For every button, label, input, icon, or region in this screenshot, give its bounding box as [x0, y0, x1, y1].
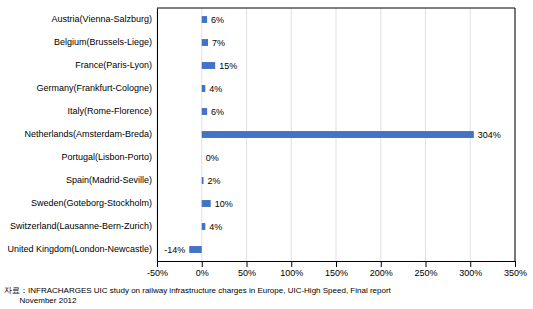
- frame-right: [515, 8, 516, 261]
- bar: [202, 39, 208, 46]
- bar: [189, 246, 202, 253]
- data-labels: -14% 4% 10% 2% 0% 304% 6% 4% 15% 7% 6%: [164, 15, 501, 255]
- grid: [157, 8, 515, 261]
- x-tick-mark: [515, 261, 516, 267]
- y-tick: Switzerland(Lausanne-Bern-Zurich): [10, 221, 157, 231]
- x-tick: 300%: [459, 261, 482, 278]
- data-label: 2%: [208, 176, 221, 186]
- x-tick-mark: [470, 261, 471, 267]
- y-tick-label: Spain(Madrid-Seville): [66, 175, 152, 185]
- x-tick: 150%: [325, 261, 348, 278]
- y-tick: Austria(Vienna-Salzburg): [52, 14, 157, 24]
- y-tick: Sweden(Goteborg-Stockholm): [31, 198, 157, 208]
- y-tick-label: Belgium(Brussels-Liege): [54, 37, 152, 47]
- x-axis-line: [158, 262, 516, 268]
- x-tick: 250%: [414, 261, 437, 278]
- x-tick-label: 200%: [370, 268, 393, 278]
- x-tick-label: 100%: [280, 268, 303, 278]
- y-tick-label: Italy(Rome-Florence): [67, 106, 152, 116]
- x-tick-mark: [247, 261, 248, 267]
- data-label: 6%: [211, 107, 224, 117]
- data-label: -14%: [164, 245, 185, 255]
- bars: [189, 16, 474, 253]
- x-tick-mark: [336, 261, 337, 267]
- x-tick: -50%: [147, 261, 168, 278]
- x-tick-label: 350%: [504, 268, 527, 278]
- y-tick-label: France(Paris-Lyon): [75, 60, 152, 70]
- y-tick-label: United Kingdom(London-Newcastle): [7, 244, 152, 254]
- bar: [202, 16, 207, 23]
- x-tick: 200%: [370, 261, 393, 278]
- y-tick-label: Switzerland(Lausanne-Bern-Zurich): [10, 221, 152, 231]
- y-tick: Italy(Rome-Florence): [67, 106, 157, 116]
- y-axis-line: [157, 9, 158, 262]
- x-tick-mark: [426, 261, 427, 267]
- x-tick: 350%: [504, 261, 527, 278]
- y-tick-label: Netherlands(Amsterdam-Breda): [24, 129, 152, 139]
- y-tick: France(Paris-Lyon): [75, 60, 157, 70]
- x-tick-mark: [381, 261, 382, 267]
- y-axis: United Kingdom(London-Newcastle) Switzerl…: [7, 9, 157, 262]
- bar: [202, 62, 215, 69]
- y-tick-label: Germany(Frankfurt-Cologne): [36, 83, 152, 93]
- x-tick-mark: [291, 261, 292, 267]
- x-tick-label: 0%: [196, 268, 209, 278]
- x-tick-label: 300%: [459, 268, 482, 278]
- y-tick-label: Austria(Vienna-Salzburg): [52, 14, 152, 24]
- y-tick: Portugal(Lisbon-Porto): [61, 152, 157, 162]
- frame-top: [157, 8, 515, 9]
- footer-line: November 2012: [4, 296, 77, 305]
- data-label: 10%: [215, 199, 233, 209]
- y-tick: Belgium(Brussels-Liege): [54, 37, 157, 47]
- bar: [202, 131, 474, 138]
- bar: [202, 108, 207, 115]
- y-tick: Netherlands(Amsterdam-Breda): [24, 129, 157, 139]
- footer-line: 자료：INFRACHARGES UIC study on railway inf…: [4, 286, 392, 295]
- x-tick-mark: [157, 261, 158, 267]
- chart-container: -50% 0% 50% 100% 150% 200% 250% 300% 350% United …: [0, 0, 533, 309]
- y-tick: United Kingdom(London-Newcastle): [7, 244, 157, 254]
- y-tick: Spain(Madrid-Seville): [66, 175, 157, 185]
- footer: 자료：INFRACHARGES UIC study on railway inf…: [4, 286, 392, 305]
- grid-line: [157, 8, 158, 261]
- y-tick: Germany(Frankfurt-Cologne): [36, 83, 157, 93]
- data-label: 4%: [209, 84, 222, 94]
- data-label: 4%: [209, 222, 222, 232]
- data-label: 6%: [211, 15, 224, 25]
- y-tick-label: Sweden(Goteborg-Stockholm): [31, 198, 152, 208]
- x-axis: -50% 0% 50% 100% 150% 200% 250% 300% 350%: [147, 261, 527, 278]
- data-label: 0%: [206, 153, 219, 163]
- x-tick: 0%: [196, 261, 209, 278]
- plot: -50% 0% 50% 100% 150% 200% 250% 300% 350% United …: [7, 8, 527, 278]
- x-tick-label: -50%: [147, 268, 168, 278]
- bar: [202, 223, 206, 230]
- x-tick: 50%: [238, 261, 256, 278]
- data-label: 304%: [478, 130, 501, 140]
- chart-svg: -50% 0% 50% 100% 150% 200% 250% 300% 350% United …: [0, 0, 533, 309]
- grid-line: [515, 8, 516, 261]
- data-label: 7%: [212, 38, 225, 48]
- bar: [202, 200, 211, 207]
- data-label: 15%: [219, 61, 237, 71]
- bar: [202, 85, 206, 92]
- x-tick: 100%: [280, 261, 303, 278]
- bar: [202, 177, 204, 184]
- x-tick-label: 150%: [325, 268, 348, 278]
- bar: [201, 154, 202, 161]
- y-tick-label: Portugal(Lisbon-Porto): [61, 152, 152, 162]
- x-tick-label: 250%: [414, 268, 437, 278]
- x-tick-mark: [202, 261, 203, 267]
- x-tick-label: 50%: [238, 268, 256, 278]
